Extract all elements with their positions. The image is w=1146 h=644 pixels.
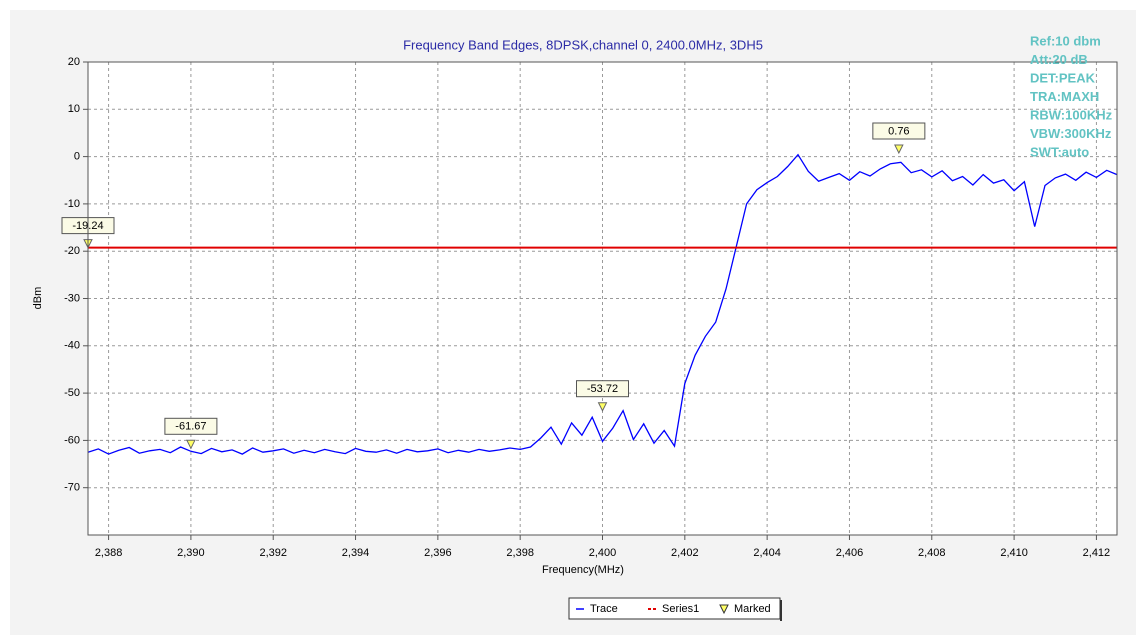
info-text: Ref:10 dbm <box>1030 33 1101 48</box>
legend-label: Series1 <box>662 603 699 615</box>
x-tick-label: 2,394 <box>342 547 370 559</box>
x-tick-label: 2,400 <box>589 547 617 559</box>
x-tick-label: 2,398 <box>506 547 534 559</box>
y-tick-label: -30 <box>64 292 80 304</box>
trace-line <box>87 153 1118 455</box>
legend-swatch <box>719 604 729 615</box>
x-tick-label: 2,410 <box>1000 547 1028 559</box>
x-tick-label: 2,392 <box>259 547 287 559</box>
x-tick-label: 2,406 <box>836 547 864 559</box>
y-tick-label: -20 <box>64 245 80 257</box>
legend-label: Marked <box>734 603 771 615</box>
chart-title: Frequency Band Edges, 8DPSK,channel 0, 2… <box>403 37 763 52</box>
x-tick-label: 2,412 <box>1083 547 1111 559</box>
marker-label: -53.72 <box>587 383 618 395</box>
info-text: Att:20 dB <box>1030 52 1088 67</box>
y-tick-label: -40 <box>64 340 80 352</box>
y-tick-label: -10 <box>64 198 80 210</box>
marker <box>186 439 196 450</box>
marker-label: -61.67 <box>175 421 206 433</box>
legend-shadow <box>780 600 782 621</box>
y-axis-label: dBm <box>32 287 44 310</box>
plot-layer: -19.24-61.67-53.720.76 <box>61 61 1118 535</box>
marker-label-box <box>576 380 629 398</box>
x-tick-label: 2,390 <box>177 547 205 559</box>
y-tick-label: 10 <box>68 103 80 115</box>
x-tick-label: 2,408 <box>918 547 946 559</box>
marker-label-box <box>872 122 926 140</box>
marker-label: 0.76 <box>888 125 909 137</box>
x-tick-label: 2,404 <box>753 547 781 559</box>
info-text: VBW:300KHz <box>1030 126 1112 141</box>
x-tick-label: 2,388 <box>95 547 123 559</box>
y-tick-label: 0 <box>74 151 80 163</box>
y-tick-label: -60 <box>64 434 80 446</box>
info-text: DET:PEAK <box>1030 70 1096 85</box>
x-tick-label: 2,402 <box>671 547 699 559</box>
x-tick-label: 2,396 <box>424 547 452 559</box>
legend: Trace Series1 Marked <box>568 597 782 621</box>
marker-label-box <box>164 417 218 435</box>
y-tick-label: -70 <box>64 482 80 494</box>
info-text: TRA:MAXH <box>1030 89 1099 104</box>
y-tick-label: -50 <box>64 387 80 399</box>
marker <box>597 402 608 412</box>
info-text: RBW:100KHz <box>1030 107 1113 122</box>
marker <box>894 144 904 155</box>
y-tick-label: 20 <box>68 56 80 68</box>
info-text: SWT:auto <box>1030 144 1089 159</box>
legend-label: Trace <box>590 603 618 615</box>
x-axis-label: Frequency(MHz) <box>542 564 624 576</box>
